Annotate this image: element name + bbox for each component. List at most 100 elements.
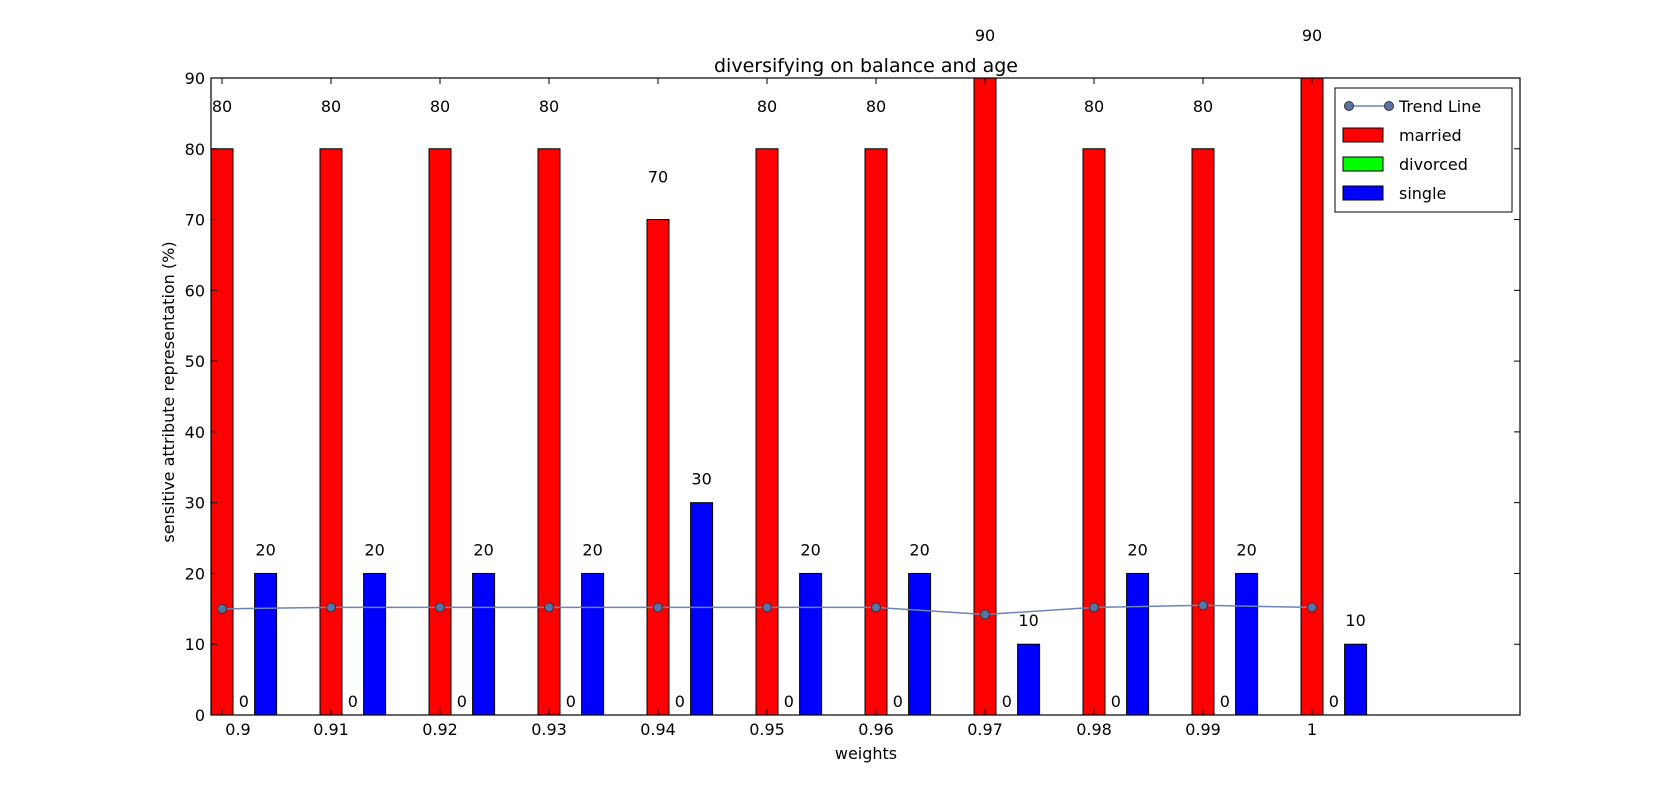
y-tick-label: 30: [185, 494, 205, 513]
bar-married: [1191, 148, 1215, 716]
y-tick-label: 50: [185, 352, 205, 371]
data-label-married: 80: [212, 97, 232, 116]
y-tick-label: 10: [185, 635, 205, 654]
data-label-single: 10: [1018, 611, 1038, 630]
x-axis-label: weights: [835, 744, 897, 763]
data-label-single: 30: [691, 470, 711, 489]
data-label-married: 80: [1084, 97, 1104, 116]
bar-married: [1082, 148, 1106, 716]
data-label-married: 80: [321, 97, 341, 116]
trend-point: [326, 602, 336, 613]
bar-single: [1235, 572, 1259, 716]
y-tick-label: 60: [185, 281, 205, 300]
data-label-divorced: 0: [1002, 692, 1012, 711]
x-tick-label: 0.98: [1076, 720, 1112, 739]
x-tick-label: 0.94: [640, 720, 676, 739]
bar-married: [864, 148, 888, 716]
trend-point: [217, 603, 227, 614]
legend-frame: [1334, 87, 1513, 213]
bar-married: [755, 148, 779, 716]
data-label-single: 10: [1345, 611, 1365, 630]
data-label-married: 80: [430, 97, 450, 116]
x-tick-label: 0.99: [1185, 720, 1221, 739]
legend-label: divorced: [1399, 155, 1468, 174]
x-tick-label: 0.97: [967, 720, 1003, 739]
data-label-single: 20: [364, 540, 384, 559]
legend-marker: [1344, 101, 1354, 111]
bar-married: [537, 148, 561, 716]
trend-point: [435, 602, 445, 613]
chart-title: diversifying on balance and age: [714, 55, 1018, 77]
data-label-divorced: 0: [1329, 692, 1339, 711]
data-label-divorced: 0: [566, 692, 576, 711]
bar-married: [646, 219, 670, 716]
data-label-single: 20: [800, 540, 820, 559]
data-label-single: 20: [1236, 540, 1256, 559]
trend-point: [871, 602, 881, 613]
data-label-divorced: 0: [457, 692, 467, 711]
data-label-married: 70: [648, 168, 668, 187]
trend-point: [1198, 600, 1208, 611]
data-label-single: 20: [255, 540, 275, 559]
bar-single: [690, 502, 714, 716]
x-tick-label: 0.95: [749, 720, 785, 739]
legend: Trend Line married divorced single: [1334, 87, 1513, 213]
trend-point: [980, 609, 990, 620]
bar-single: [1344, 643, 1368, 716]
data-label-divorced: 0: [348, 692, 358, 711]
bar-single: [472, 572, 496, 716]
trend-layer: [217, 600, 1317, 620]
x-tick-label: 0.9: [225, 720, 250, 739]
bar-married: [428, 148, 452, 716]
y-axis-label: sensitive attribute representation (%): [159, 241, 178, 542]
bar-single: [1126, 572, 1150, 716]
data-label-married: 80: [539, 97, 559, 116]
bar-single: [581, 572, 605, 716]
y-tick-label: 90: [185, 69, 205, 88]
data-label-divorced: 0: [893, 692, 903, 711]
trend-point: [653, 602, 663, 613]
bars-layer: 80 0 20 80 0 20 80 0 20 80 0 20 70 0 30 80 0 20 80 0 20 90 0 10…: [210, 26, 1368, 716]
data-label-married: 80: [757, 97, 777, 116]
trend-point: [762, 602, 772, 613]
x-tick-label: 0.91: [313, 720, 349, 739]
legend-swatch-married: [1342, 127, 1384, 143]
data-label-married: 80: [1193, 97, 1213, 116]
data-label-single: 20: [473, 540, 493, 559]
data-label-married: 80: [866, 97, 886, 116]
legend-label: Trend Line: [1398, 97, 1481, 116]
trend-point: [1089, 602, 1099, 613]
data-label-divorced: 0: [239, 692, 249, 711]
data-label-married: 90: [975, 26, 995, 45]
trend-point: [544, 602, 554, 613]
data-label-married: 90: [1302, 26, 1322, 45]
bar-single: [799, 572, 823, 716]
y-tick-label: 0: [195, 706, 205, 725]
legend-label: married: [1399, 126, 1462, 145]
y-tick-label: 20: [185, 564, 205, 583]
legend-label: single: [1399, 184, 1446, 203]
x-tick-label: 0.96: [858, 720, 894, 739]
data-label-single: 20: [582, 540, 602, 559]
trend-point: [1307, 602, 1317, 613]
x-tick-label: 0.93: [531, 720, 567, 739]
y-tick-label: 70: [185, 211, 205, 230]
plot-frame: [210, 77, 1521, 716]
bar-single: [254, 572, 278, 716]
x-tick-label: 1: [1307, 720, 1317, 739]
legend-swatch-divorced: [1342, 156, 1384, 172]
legend-marker: [1384, 101, 1394, 111]
data-label-divorced: 0: [784, 692, 794, 711]
y-tick-label: 80: [185, 140, 205, 159]
bar-single: [363, 572, 387, 716]
data-label-divorced: 0: [1220, 692, 1230, 711]
legend-swatch-single: [1342, 185, 1384, 201]
data-label-divorced: 0: [1111, 692, 1121, 711]
bar-single: [908, 572, 932, 716]
data-label-single: 20: [909, 540, 929, 559]
y-tick-label: 40: [185, 423, 205, 442]
bar-married: [1300, 77, 1324, 716]
x-tick-label: 0.92: [422, 720, 458, 739]
